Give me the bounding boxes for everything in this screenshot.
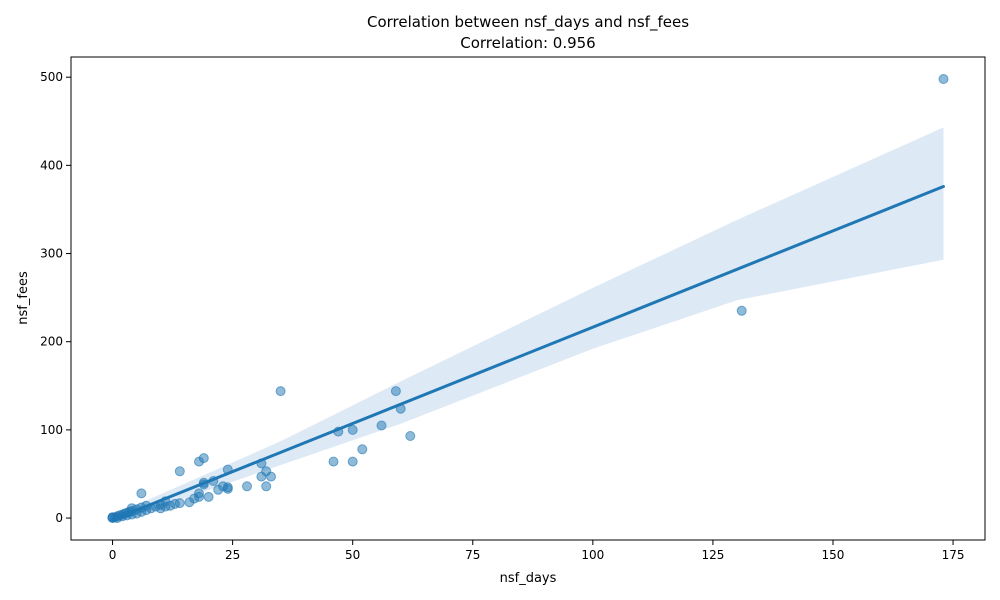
scatter-point — [198, 453, 209, 464]
chart-title: Correlation between nsf_days and nsf_fee… — [367, 13, 689, 32]
scatter-point — [347, 424, 358, 435]
y-axis-ticks: 0 100 200 300 400 500 — [40, 70, 71, 525]
scatter-point — [736, 305, 747, 316]
scatter-point — [347, 456, 358, 467]
y-tick-label: 400 — [40, 158, 63, 172]
x-tick-label: 150 — [822, 548, 845, 562]
scatter-point — [328, 456, 339, 467]
scatter-points — [107, 74, 949, 523]
confidence-band — [112, 127, 944, 524]
y-tick-label: 500 — [40, 70, 63, 84]
scatter-point — [194, 488, 204, 499]
x-tick-label: 50 — [345, 548, 360, 562]
x-tick-label: 175 — [942, 548, 965, 562]
x-tick-label: 75 — [465, 548, 480, 562]
plot-area — [107, 74, 949, 524]
scatter-point — [261, 481, 272, 492]
y-tick-label: 100 — [40, 423, 63, 437]
x-axis-ticks: 0 25 50 75 100 125 150 175 — [109, 540, 965, 562]
chart-subtitle: Correlation: 0.956 — [460, 34, 595, 52]
scatter-point — [357, 444, 368, 455]
x-tick-label: 25 — [225, 548, 240, 562]
scatter-point — [405, 431, 416, 441]
x-tick-label: 100 — [581, 548, 604, 562]
scatter-point — [390, 386, 401, 397]
x-tick-label: 0 — [109, 548, 117, 562]
scatter-point — [222, 482, 233, 493]
regression-line — [111, 185, 945, 522]
axes-frame — [70, 56, 986, 541]
scatter-point — [174, 466, 185, 477]
scatter-point — [242, 481, 252, 492]
scatter-point — [275, 386, 286, 397]
y-axis-title: nsf_fees — [16, 271, 31, 325]
scatter-point — [203, 491, 214, 502]
scatter-point — [938, 74, 949, 84]
y-tick-label: 200 — [40, 335, 63, 349]
scatter-point — [174, 498, 185, 509]
y-tick-label: 300 — [40, 247, 63, 261]
x-tick-label: 125 — [701, 548, 724, 562]
scatter-point — [136, 488, 147, 499]
scatter-point — [376, 420, 387, 431]
x-axis-title: nsf_days — [500, 571, 557, 586]
y-tick-label: 0 — [55, 511, 63, 525]
scatter-point — [266, 471, 276, 482]
